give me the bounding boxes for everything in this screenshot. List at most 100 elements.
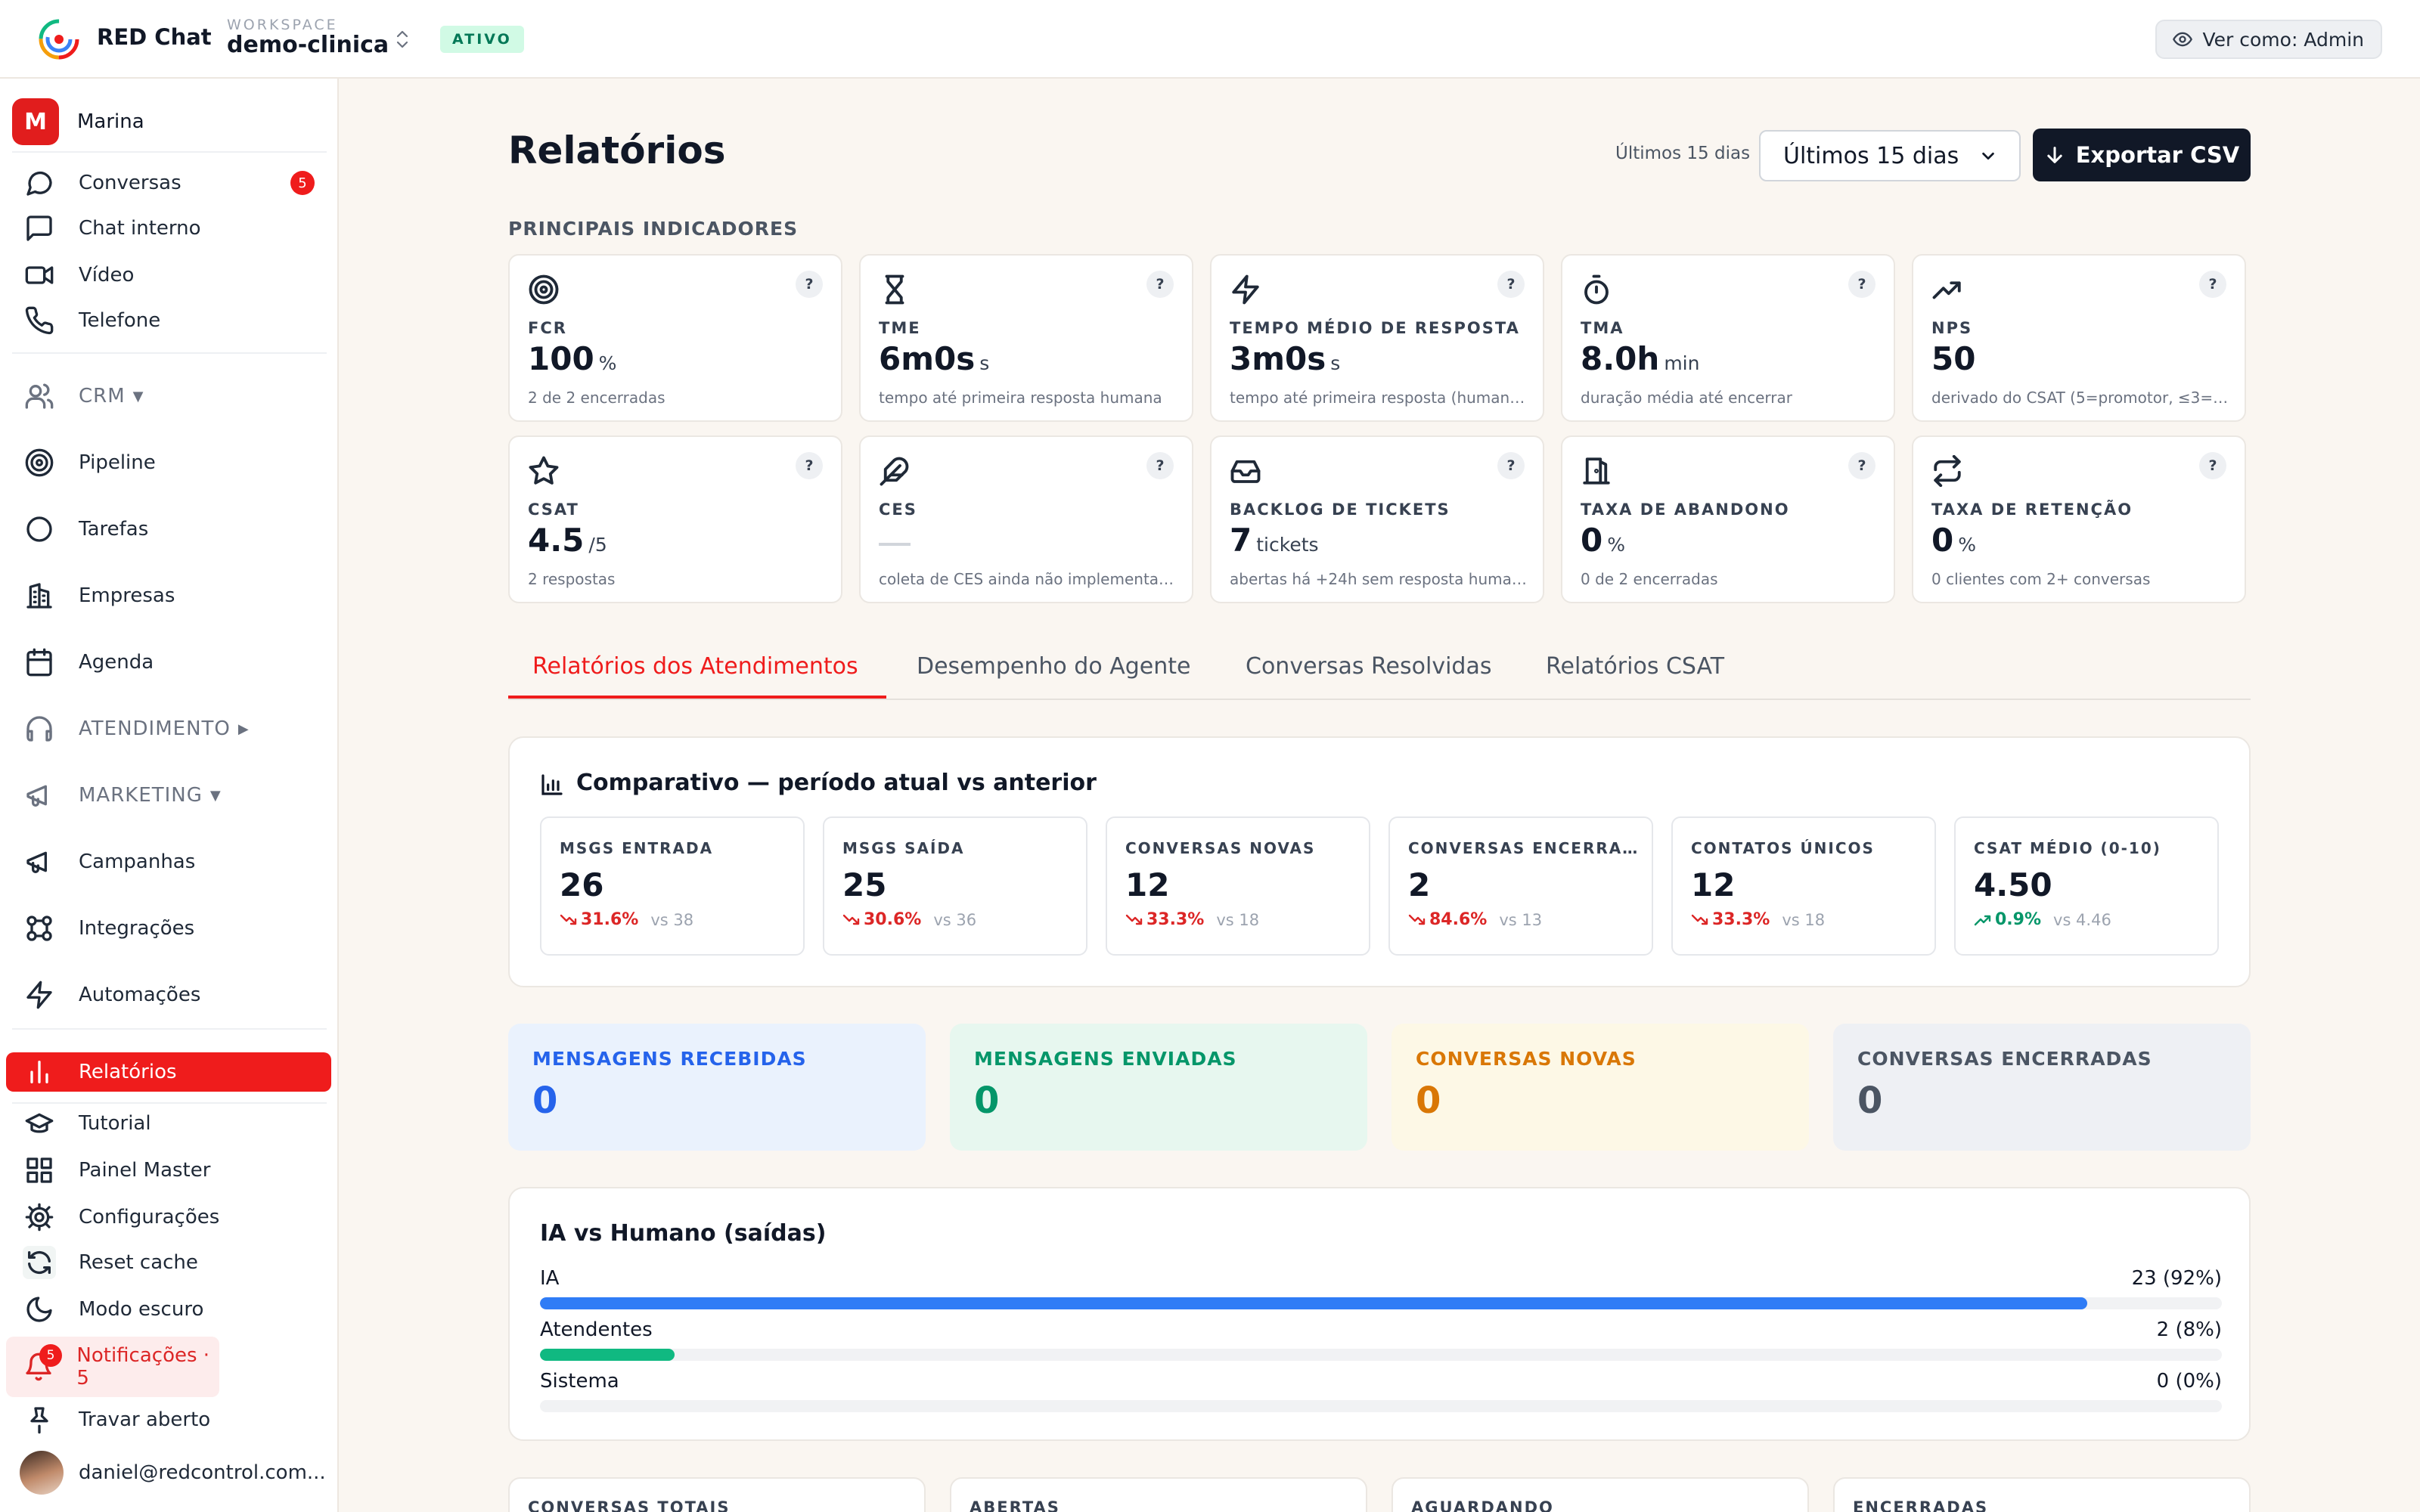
sidebar-item-relatorios[interactable]: Relatórios	[6, 1052, 331, 1092]
calendar-icon	[23, 646, 56, 679]
view-as-button[interactable]: Ver como: Admin	[2155, 20, 2382, 59]
sidebar-item-integracoes[interactable]: Integrações	[6, 909, 331, 948]
comparison-delta: 33.3% vs 18	[1125, 910, 1259, 929]
sidebar-item-agenda[interactable]: Agenda	[6, 643, 331, 682]
kpi-unit: s	[979, 352, 990, 374]
sidebar-user[interactable]: M Marina	[12, 98, 144, 145]
kpi-description: coleta de CES ainda não implementada	[879, 570, 1177, 588]
delta-percent: 33.3%	[1146, 910, 1205, 929]
page-title: Relatórios	[508, 129, 726, 172]
kpi-unit: tickets	[1256, 534, 1319, 556]
sidebar-item-travar-aberto[interactable]: Travar aberto	[6, 1400, 331, 1439]
kpi-card-taxa-abandono: ? TAXA DE ABANDONO 0% 0 de 2 encerradas	[1561, 435, 1895, 603]
graduation-cap-icon	[23, 1107, 56, 1140]
help-icon[interactable]: ?	[796, 271, 823, 298]
sidebar-item-tarefas[interactable]: Tarefas	[6, 510, 331, 549]
comparison-item-msgs-saida: MSGS SAÍDA 25 30.6% vs 36	[823, 816, 1087, 956]
sidebar-item-modo-escuro[interactable]: Modo escuro	[6, 1290, 331, 1329]
kpi-card-tempo-medio-resposta: ? TEMPO MÉDIO DE RESPOSTA 3m0s s tempo at…	[1210, 254, 1544, 422]
arrow-down-icon	[2047, 147, 2062, 163]
export-csv-label: Exportar CSV	[2075, 142, 2240, 168]
help-icon[interactable]: ?	[1497, 452, 1525, 479]
sidebar-item-automacoes[interactable]: Automações	[6, 975, 331, 1015]
tab-desempenho-agente[interactable]: Desempenho do Agente	[917, 653, 1191, 680]
kpi-value: 0%	[1931, 522, 1976, 559]
trending-down-icon	[1125, 914, 1143, 925]
door-icon	[1581, 455, 1614, 488]
sidebar-item-tutorial[interactable]: Tutorial	[6, 1104, 331, 1143]
ia-vs-humano-title: IA vs Humano (saídas)	[540, 1220, 827, 1247]
bar-track	[540, 1297, 2222, 1309]
sidebar-item-campanhas[interactable]: Campanhas	[6, 842, 331, 881]
sidebar-item-reset-cache[interactable]: Reset cache	[6, 1243, 331, 1282]
kpi-label: BACKLOG DE TICKETS	[1230, 500, 1450, 519]
comparison-card: Comparativo — período atual vs anterior …	[508, 736, 2251, 987]
sidebar-section-crm[interactable]: CRM ▼	[6, 376, 331, 416]
kpi-label: TAXA DE ABANDONO	[1581, 500, 1790, 519]
sidebar-item-label: Campanhas	[79, 850, 196, 873]
sidebar-item-configuracoes[interactable]: Configurações	[6, 1198, 331, 1237]
delta-percent: 33.3%	[1712, 910, 1770, 929]
sidebar-item-empresas[interactable]: Empresas	[6, 576, 331, 615]
users-icon	[23, 380, 56, 413]
ia-vs-humano-card: IA vs Humano (saídas) IA 23 (92%) Atende…	[508, 1187, 2251, 1441]
previous-value: vs 36	[933, 910, 977, 929]
comparison-value: 12	[1125, 866, 1170, 903]
chevron-up-down-icon[interactable]	[393, 27, 411, 51]
sidebar-item-label: Vídeo	[79, 264, 135, 287]
sidebar-divider	[12, 352, 327, 354]
kpi-description: duração média até encerrar	[1581, 389, 1792, 407]
sidebar-item-telefone[interactable]: Telefone	[6, 301, 331, 340]
sidebar-item-label: Painel Master	[79, 1159, 211, 1182]
tab-relatorios-csat[interactable]: Relatórios CSAT	[1546, 653, 1725, 680]
sidebar-item-painel-master[interactable]: Painel Master	[6, 1151, 331, 1190]
kpi-value: 100%	[528, 340, 616, 377]
kpi-label: NPS	[1931, 319, 1973, 337]
kpi-unit: min	[1664, 352, 1700, 374]
sidebar-item-conversas[interactable]: Conversas 5	[6, 163, 331, 203]
sidebar-section-marketing[interactable]: MARKETING ▼	[6, 776, 331, 815]
stat-value: 0	[974, 1080, 1000, 1122]
kpi-label: TEMPO MÉDIO DE RESPOSTA	[1230, 319, 1520, 337]
help-icon[interactable]: ?	[1146, 271, 1174, 298]
bar-fill	[540, 1349, 675, 1361]
comparison-label: MSGS ENTRADA	[560, 839, 714, 857]
avatar	[20, 1451, 64, 1495]
export-csv-button[interactable]: Exportar CSV	[2033, 129, 2251, 181]
help-icon[interactable]: ?	[796, 452, 823, 479]
sidebar-item-label: Reset cache	[79, 1251, 198, 1274]
tab-relatorios-atendimentos[interactable]: Relatórios dos Atendimentos	[532, 653, 858, 680]
sidebar-item-label: Integrações	[79, 917, 195, 940]
bar-value: 2 (8%)	[2156, 1318, 2222, 1341]
kpi-number: 3m0s	[1230, 340, 1326, 377]
sidebar-item-label: Empresas	[79, 584, 175, 607]
comparison-label: CSAT MÉDIO (0-10)	[1974, 839, 2161, 857]
sidebar-item-notificacoes[interactable]: 5 Notificações · 5	[6, 1337, 219, 1397]
sidebar-item-chat-interno[interactable]: Chat interno	[6, 209, 331, 248]
help-icon[interactable]: ?	[1146, 452, 1174, 479]
kpi-label: TMA	[1581, 319, 1624, 337]
help-icon[interactable]: ?	[1848, 271, 1876, 298]
kpi-number: 6m0s	[879, 340, 976, 377]
kpi-number: 4.5	[528, 522, 585, 559]
tab-conversas-resolvidas[interactable]: Conversas Resolvidas	[1246, 653, 1492, 680]
sidebar-section-atendimento[interactable]: ATENDIMENTO ▶	[6, 709, 331, 748]
previous-value: vs 18	[1782, 910, 1826, 929]
building-icon	[23, 579, 56, 612]
sidebar-item-video[interactable]: Vídeo	[6, 256, 331, 295]
help-icon[interactable]: ?	[2199, 452, 2226, 479]
sidebar-user-profile[interactable]: daniel@redcontrol.com...	[6, 1451, 331, 1495]
help-icon[interactable]: ?	[1848, 452, 1876, 479]
stat-value: 0	[1416, 1080, 1441, 1122]
workspace-name[interactable]: demo-clinica	[227, 32, 389, 58]
comparison-title: Comparativo — período atual vs anterior	[576, 770, 1097, 796]
help-icon[interactable]: ?	[2199, 271, 2226, 298]
stat-label: CONVERSAS ENCERRADAS	[1857, 1048, 2152, 1070]
period-select[interactable]: Últimos 15 dias	[1759, 130, 2021, 181]
kpi-number: 7	[1230, 522, 1252, 559]
sidebar-item-label: Relatórios	[79, 1061, 177, 1083]
sidebar-item-pipeline[interactable]: Pipeline	[6, 443, 331, 482]
feather-icon	[879, 455, 912, 488]
caret-down-icon: ▼	[209, 787, 222, 804]
help-icon[interactable]: ?	[1497, 271, 1525, 298]
